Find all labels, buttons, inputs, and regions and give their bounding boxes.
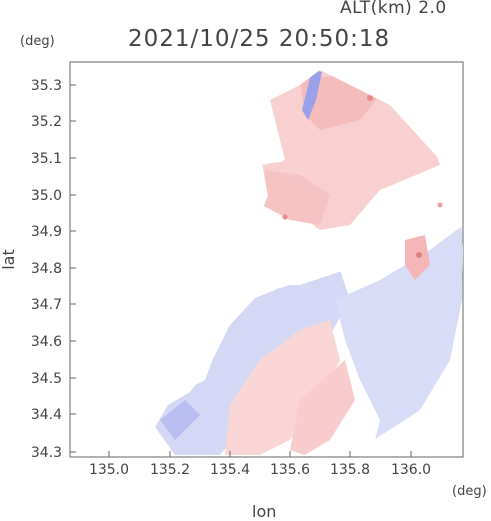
x-tick-label: 135.4 [210,462,250,478]
y-tick-label: 35.1 [31,151,62,167]
y-tick-label: 34.7 [31,297,62,313]
y-tick-label: 35.3 [31,78,62,94]
y-tick-label: 34.5 [31,371,62,387]
x-tick-labels: 135.0 135.2 135.4 135.6 135.8 136.0 [89,462,431,478]
x-tick-marks [108,451,412,457]
y-tick-label: 34.8 [31,261,62,277]
y-tick-labels: 34.3 34.4 34.5 34.6 34.7 34.8 34.9 35.0 … [31,78,62,461]
y-tick-label: 34.6 [31,334,62,350]
x-tick-label: 135.6 [270,462,310,478]
datetime-label: 2021/10/25 20:50:18 [128,26,391,52]
y-tick-label: 34.4 [31,407,62,423]
y-tick-label: 35.2 [31,114,62,130]
x-axis-unit: (deg) [452,484,487,499]
x-tick-label: 135.8 [330,462,370,478]
x-axis-title: lon [252,502,277,521]
x-tick-label: 136.0 [391,462,431,478]
y-tick-label: 35.0 [31,188,62,204]
radar-echo-field [155,70,463,455]
y-tick-label: 34.3 [31,445,62,461]
altitude-label: ALT(km) 2.0 [340,0,447,18]
y-tick-label: 34.9 [31,224,62,240]
x-tick-label: 135.0 [89,462,129,478]
x-tick-label: 135.2 [150,462,190,478]
y-tick-marks [70,84,76,453]
y-axis-unit: (deg) [20,34,55,49]
